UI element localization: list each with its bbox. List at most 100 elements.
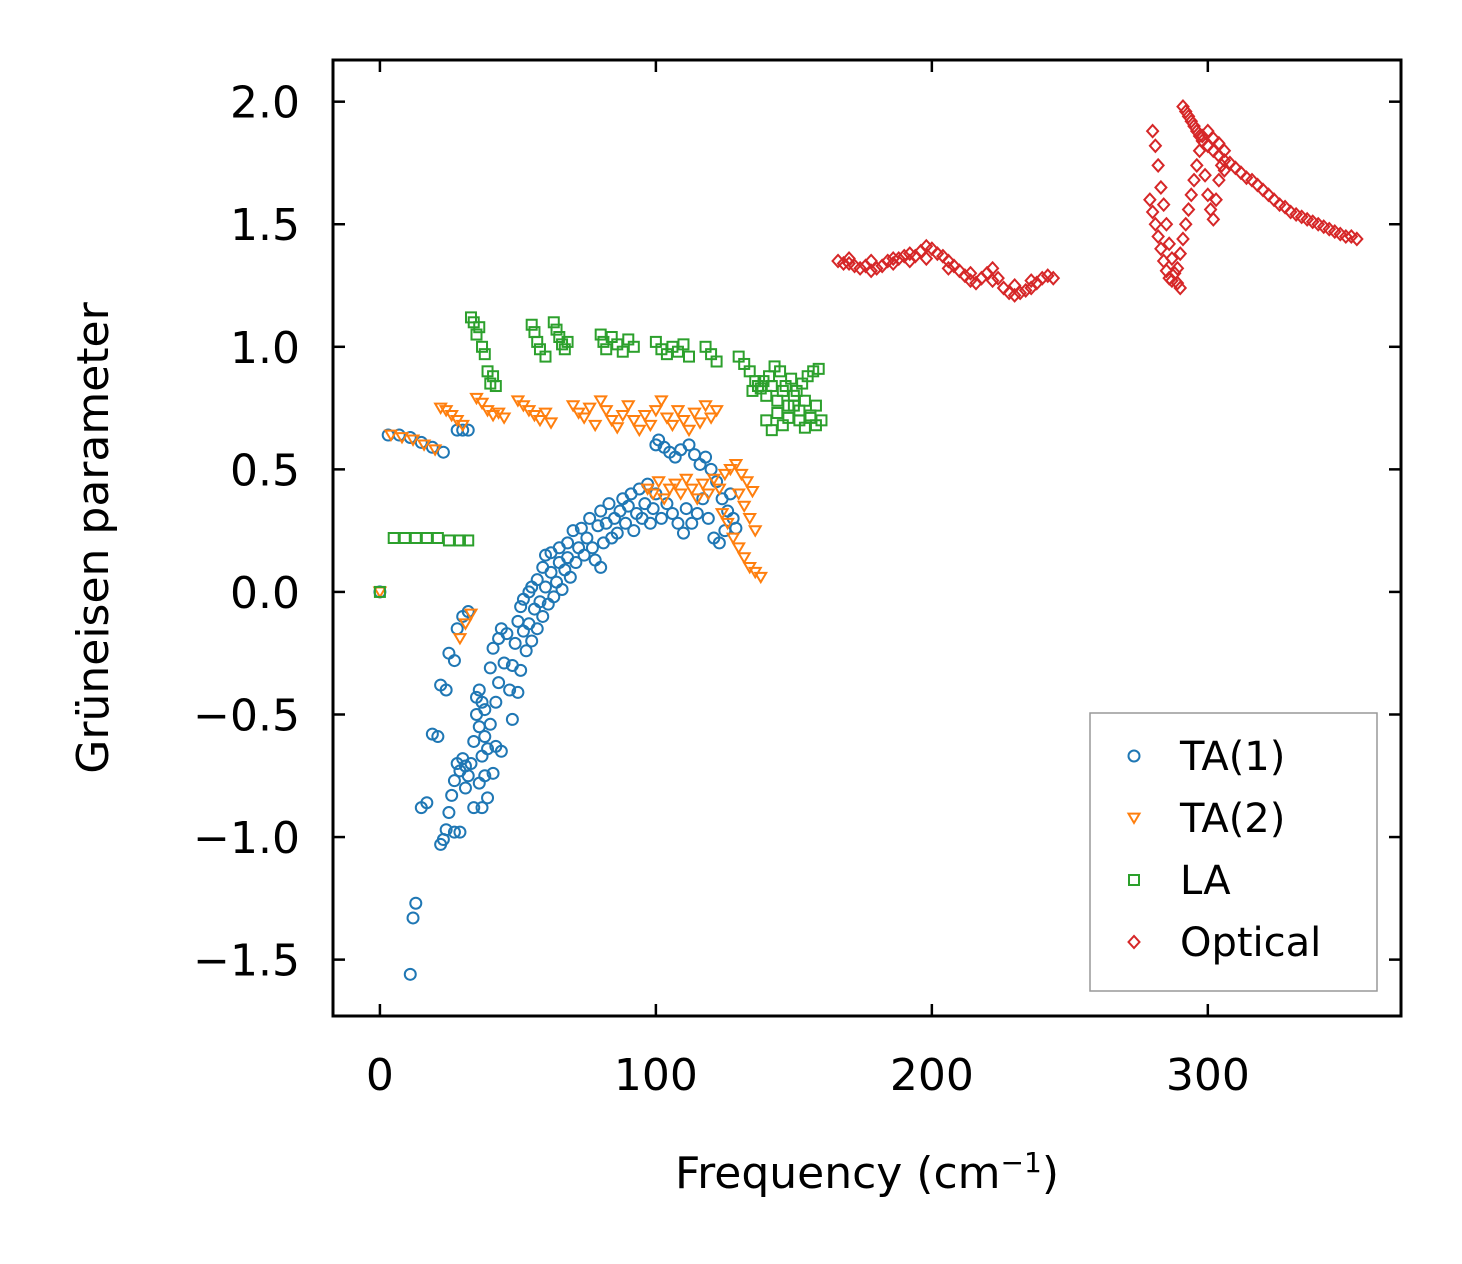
data-point bbox=[530, 622, 544, 636]
data-point bbox=[645, 488, 661, 501]
data-point bbox=[673, 488, 688, 501]
data-point bbox=[577, 548, 591, 562]
data-point bbox=[538, 407, 553, 420]
data-point bbox=[853, 260, 867, 276]
data-point bbox=[632, 424, 647, 438]
data-point bbox=[463, 608, 479, 621]
data-point bbox=[486, 641, 500, 655]
data-point bbox=[585, 541, 599, 555]
y-tick-label: −0.5 bbox=[193, 690, 300, 741]
x-tick-label: 100 bbox=[614, 1050, 698, 1101]
data-point bbox=[439, 683, 453, 697]
legend-marker bbox=[1128, 874, 1140, 886]
data-point bbox=[692, 417, 708, 430]
data-point bbox=[1349, 231, 1364, 247]
data-point bbox=[886, 251, 901, 267]
y-tick-label: 0.5 bbox=[230, 445, 300, 496]
data-point bbox=[494, 744, 508, 758]
data-point bbox=[609, 422, 625, 435]
data-point bbox=[682, 438, 696, 452]
data-point bbox=[464, 757, 478, 771]
data-point bbox=[1217, 162, 1232, 178]
data-point bbox=[902, 253, 917, 269]
data-point bbox=[651, 476, 666, 489]
data-point bbox=[569, 556, 583, 570]
data-point bbox=[555, 582, 569, 596]
data-point bbox=[461, 605, 475, 619]
data-point bbox=[511, 685, 525, 699]
data-point bbox=[723, 463, 738, 477]
data-point bbox=[1151, 157, 1165, 173]
data-point bbox=[690, 506, 704, 520]
legend-entry: Optical bbox=[1127, 920, 1321, 966]
data-point bbox=[1187, 172, 1201, 188]
data-point bbox=[594, 560, 608, 574]
data-point bbox=[587, 419, 603, 433]
data-point bbox=[842, 251, 856, 267]
data-point bbox=[1189, 123, 1204, 139]
legend-entry: TA(1) bbox=[1127, 734, 1285, 780]
data-point bbox=[525, 634, 539, 648]
data-point bbox=[728, 459, 744, 472]
data-point bbox=[409, 532, 422, 544]
legend-entry: LA bbox=[1128, 858, 1231, 904]
data-point bbox=[1018, 282, 1033, 298]
data-point bbox=[731, 488, 746, 501]
data-point bbox=[475, 801, 489, 815]
data-point bbox=[453, 825, 467, 839]
data-point bbox=[473, 321, 486, 334]
data-point bbox=[1176, 231, 1190, 247]
data-point bbox=[616, 345, 629, 358]
data-point bbox=[456, 423, 470, 437]
data-point bbox=[709, 405, 724, 418]
data-point bbox=[690, 493, 705, 506]
data-point bbox=[558, 343, 571, 356]
data-point bbox=[436, 445, 450, 459]
data-point bbox=[431, 730, 445, 744]
data-point bbox=[489, 380, 502, 393]
data-point bbox=[619, 516, 633, 530]
data-point bbox=[712, 483, 727, 496]
data-point bbox=[1189, 157, 1204, 173]
data-point bbox=[539, 350, 552, 363]
data-point bbox=[1338, 228, 1353, 245]
data-point bbox=[698, 400, 713, 413]
data-point bbox=[654, 511, 668, 525]
data-point bbox=[574, 521, 588, 535]
data-point bbox=[1209, 192, 1223, 208]
data-point bbox=[1046, 270, 1061, 286]
data-point bbox=[712, 536, 726, 550]
data-point bbox=[583, 511, 597, 525]
data-point bbox=[753, 571, 769, 585]
data-point bbox=[536, 609, 550, 623]
data-point bbox=[525, 318, 538, 331]
data-point bbox=[431, 532, 444, 544]
data-point bbox=[1162, 236, 1177, 252]
data-point bbox=[891, 251, 906, 267]
y-tick-label: 1.0 bbox=[230, 323, 300, 374]
data-point bbox=[670, 405, 686, 418]
data-point bbox=[1170, 275, 1185, 291]
data-point bbox=[519, 644, 533, 658]
data-point bbox=[433, 402, 448, 416]
data-point bbox=[747, 525, 763, 538]
data-point bbox=[701, 511, 715, 525]
data-point bbox=[373, 585, 386, 598]
data-point bbox=[1198, 167, 1212, 183]
data-point bbox=[547, 590, 561, 604]
data-point bbox=[703, 412, 719, 425]
data-point bbox=[736, 500, 752, 514]
x-tick-label: 0 bbox=[366, 1050, 394, 1101]
data-point bbox=[1024, 273, 1039, 289]
data-point bbox=[1145, 123, 1160, 139]
data-point bbox=[736, 552, 752, 565]
data-point bbox=[481, 791, 495, 805]
data-point bbox=[1200, 187, 1215, 203]
data-point bbox=[416, 439, 432, 452]
data-point bbox=[591, 519, 605, 533]
data-point bbox=[706, 473, 722, 487]
data-point bbox=[604, 414, 619, 428]
data-point bbox=[1154, 179, 1168, 196]
data-point bbox=[1206, 211, 1221, 227]
data-point bbox=[734, 468, 749, 482]
